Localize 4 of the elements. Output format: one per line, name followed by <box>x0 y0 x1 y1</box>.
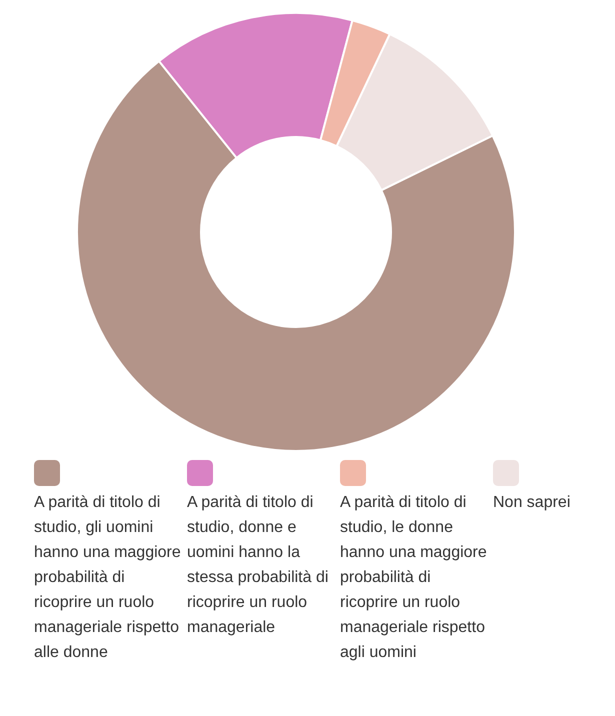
legend-label: A parità di titolo di studio, le donne hanno una maggiore probabilità di ricoprire un ruolo manageriale rispetto agli uomini <box>340 493 487 663</box>
legend-label: A parità di titolo di studio, donne e uomini hanno la stessa probabilità di ricoprire un ruolo manageriale <box>187 493 330 638</box>
legend-label: A parità di titolo di studio, gli uomini hanno una maggiore probabilità di ricoprire un ruolo manageriale rispetto alle donne <box>34 493 181 663</box>
legend-label: Non saprei <box>493 493 572 513</box>
